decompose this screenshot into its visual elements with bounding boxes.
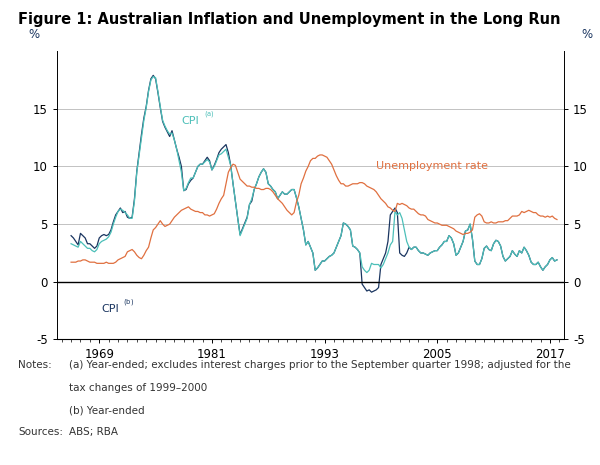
Text: (a) Year-ended; excludes interest charges prior to the September quarter 1998; a: (a) Year-ended; excludes interest charge… (69, 360, 571, 371)
Text: Unemployment rate: Unemployment rate (376, 161, 488, 171)
Text: tax changes of 1999–2000: tax changes of 1999–2000 (69, 383, 207, 393)
Text: Figure 1: Australian Inflation and Unemployment in the Long Run: Figure 1: Australian Inflation and Unemp… (18, 12, 560, 27)
Text: %: % (29, 28, 40, 41)
Text: $\mathregular{^{(b)}}$: $\mathregular{^{(b)}}$ (123, 299, 134, 310)
Text: (b) Year-ended: (b) Year-ended (69, 405, 145, 415)
Text: $\mathregular{^{(a)}}$: $\mathregular{^{(a)}}$ (205, 112, 215, 121)
Text: ABS; RBA: ABS; RBA (69, 427, 118, 438)
Text: CPI: CPI (182, 116, 200, 126)
Text: Notes:: Notes: (18, 360, 52, 371)
Text: CPI: CPI (101, 304, 119, 314)
Text: Sources:: Sources: (18, 427, 63, 438)
Text: %: % (581, 28, 592, 41)
